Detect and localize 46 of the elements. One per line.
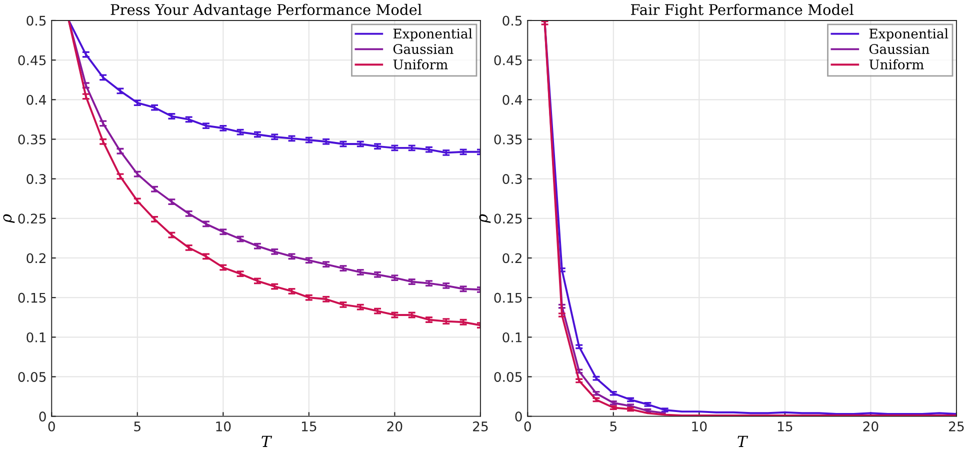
- x-axis-title: T: [262, 436, 272, 447]
- legend-label: Uniform: [393, 59, 448, 70]
- y-tick-label: 0.05: [18, 372, 46, 382]
- y-tick-label: 0.2: [502, 253, 522, 264]
- legend-label: Gaussian: [869, 44, 930, 54]
- x-tick-label: 5: [610, 422, 616, 432]
- x-tick-label: 20: [863, 421, 878, 432]
- y-tick-label: 0.45: [494, 55, 522, 66]
- y-tick-label: 0.3: [26, 174, 46, 184]
- y-tick-label: 0.25: [18, 214, 46, 224]
- y-tick-label: 0: [515, 412, 522, 422]
- y-tick-label: 0.15: [18, 292, 46, 303]
- x-tick-label: 25: [949, 421, 964, 432]
- chart-title: Fair Fight Performance Model: [631, 4, 854, 18]
- x-tick-label: 10: [692, 421, 707, 432]
- y-tick-label: 0: [39, 412, 46, 422]
- y-tick-label: 0.4: [502, 94, 522, 105]
- y-tick-label: 0.35: [494, 134, 522, 144]
- legend-label: Gaussian: [393, 44, 454, 54]
- y-tick-label: 0.05: [494, 372, 522, 382]
- x-tick-label: 25: [473, 421, 488, 432]
- y-tick-label: 0.5: [502, 16, 522, 26]
- y-tick-label: 0.35: [18, 134, 46, 144]
- y-tick-label: 0.25: [494, 214, 522, 224]
- x-tick-label: 0: [524, 421, 531, 432]
- x-tick-label: 20: [387, 421, 402, 432]
- legend-label: Exponential: [869, 28, 948, 42]
- x-tick-label: 0: [48, 421, 55, 432]
- y-axis-title: ρ: [479, 214, 491, 224]
- legend-label: Exponential: [393, 28, 472, 42]
- y-tick-label: 0.1: [502, 332, 522, 342]
- chart-title: Press Your Advantage Performance Model: [110, 4, 422, 18]
- x-tick-label: 5: [134, 422, 140, 432]
- y-tick-label: 0.5: [26, 16, 46, 26]
- y-tick-label: 0.2: [26, 253, 46, 264]
- x-axis-title: T: [738, 436, 748, 447]
- legend-label: Uniform: [869, 59, 924, 70]
- y-tick-label: 0.45: [18, 55, 46, 66]
- y-tick-label: 0.1: [26, 332, 46, 342]
- y-tick-label: 0.4: [26, 94, 46, 105]
- x-tick-label: 10: [216, 421, 231, 432]
- y-axis-title: ρ: [3, 214, 15, 224]
- x-tick-label: 15: [302, 422, 316, 432]
- y-tick-label: 0.15: [494, 292, 522, 303]
- x-tick-label: 15: [778, 422, 792, 432]
- y-tick-label: 0.3: [502, 174, 522, 184]
